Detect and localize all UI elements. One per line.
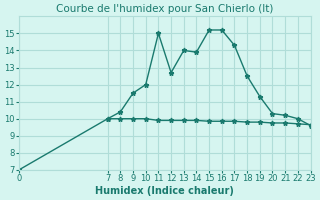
X-axis label: Humidex (Indice chaleur): Humidex (Indice chaleur): [95, 186, 234, 196]
Title: Courbe de l'humidex pour San Chierlo (It): Courbe de l'humidex pour San Chierlo (It…: [56, 4, 273, 14]
